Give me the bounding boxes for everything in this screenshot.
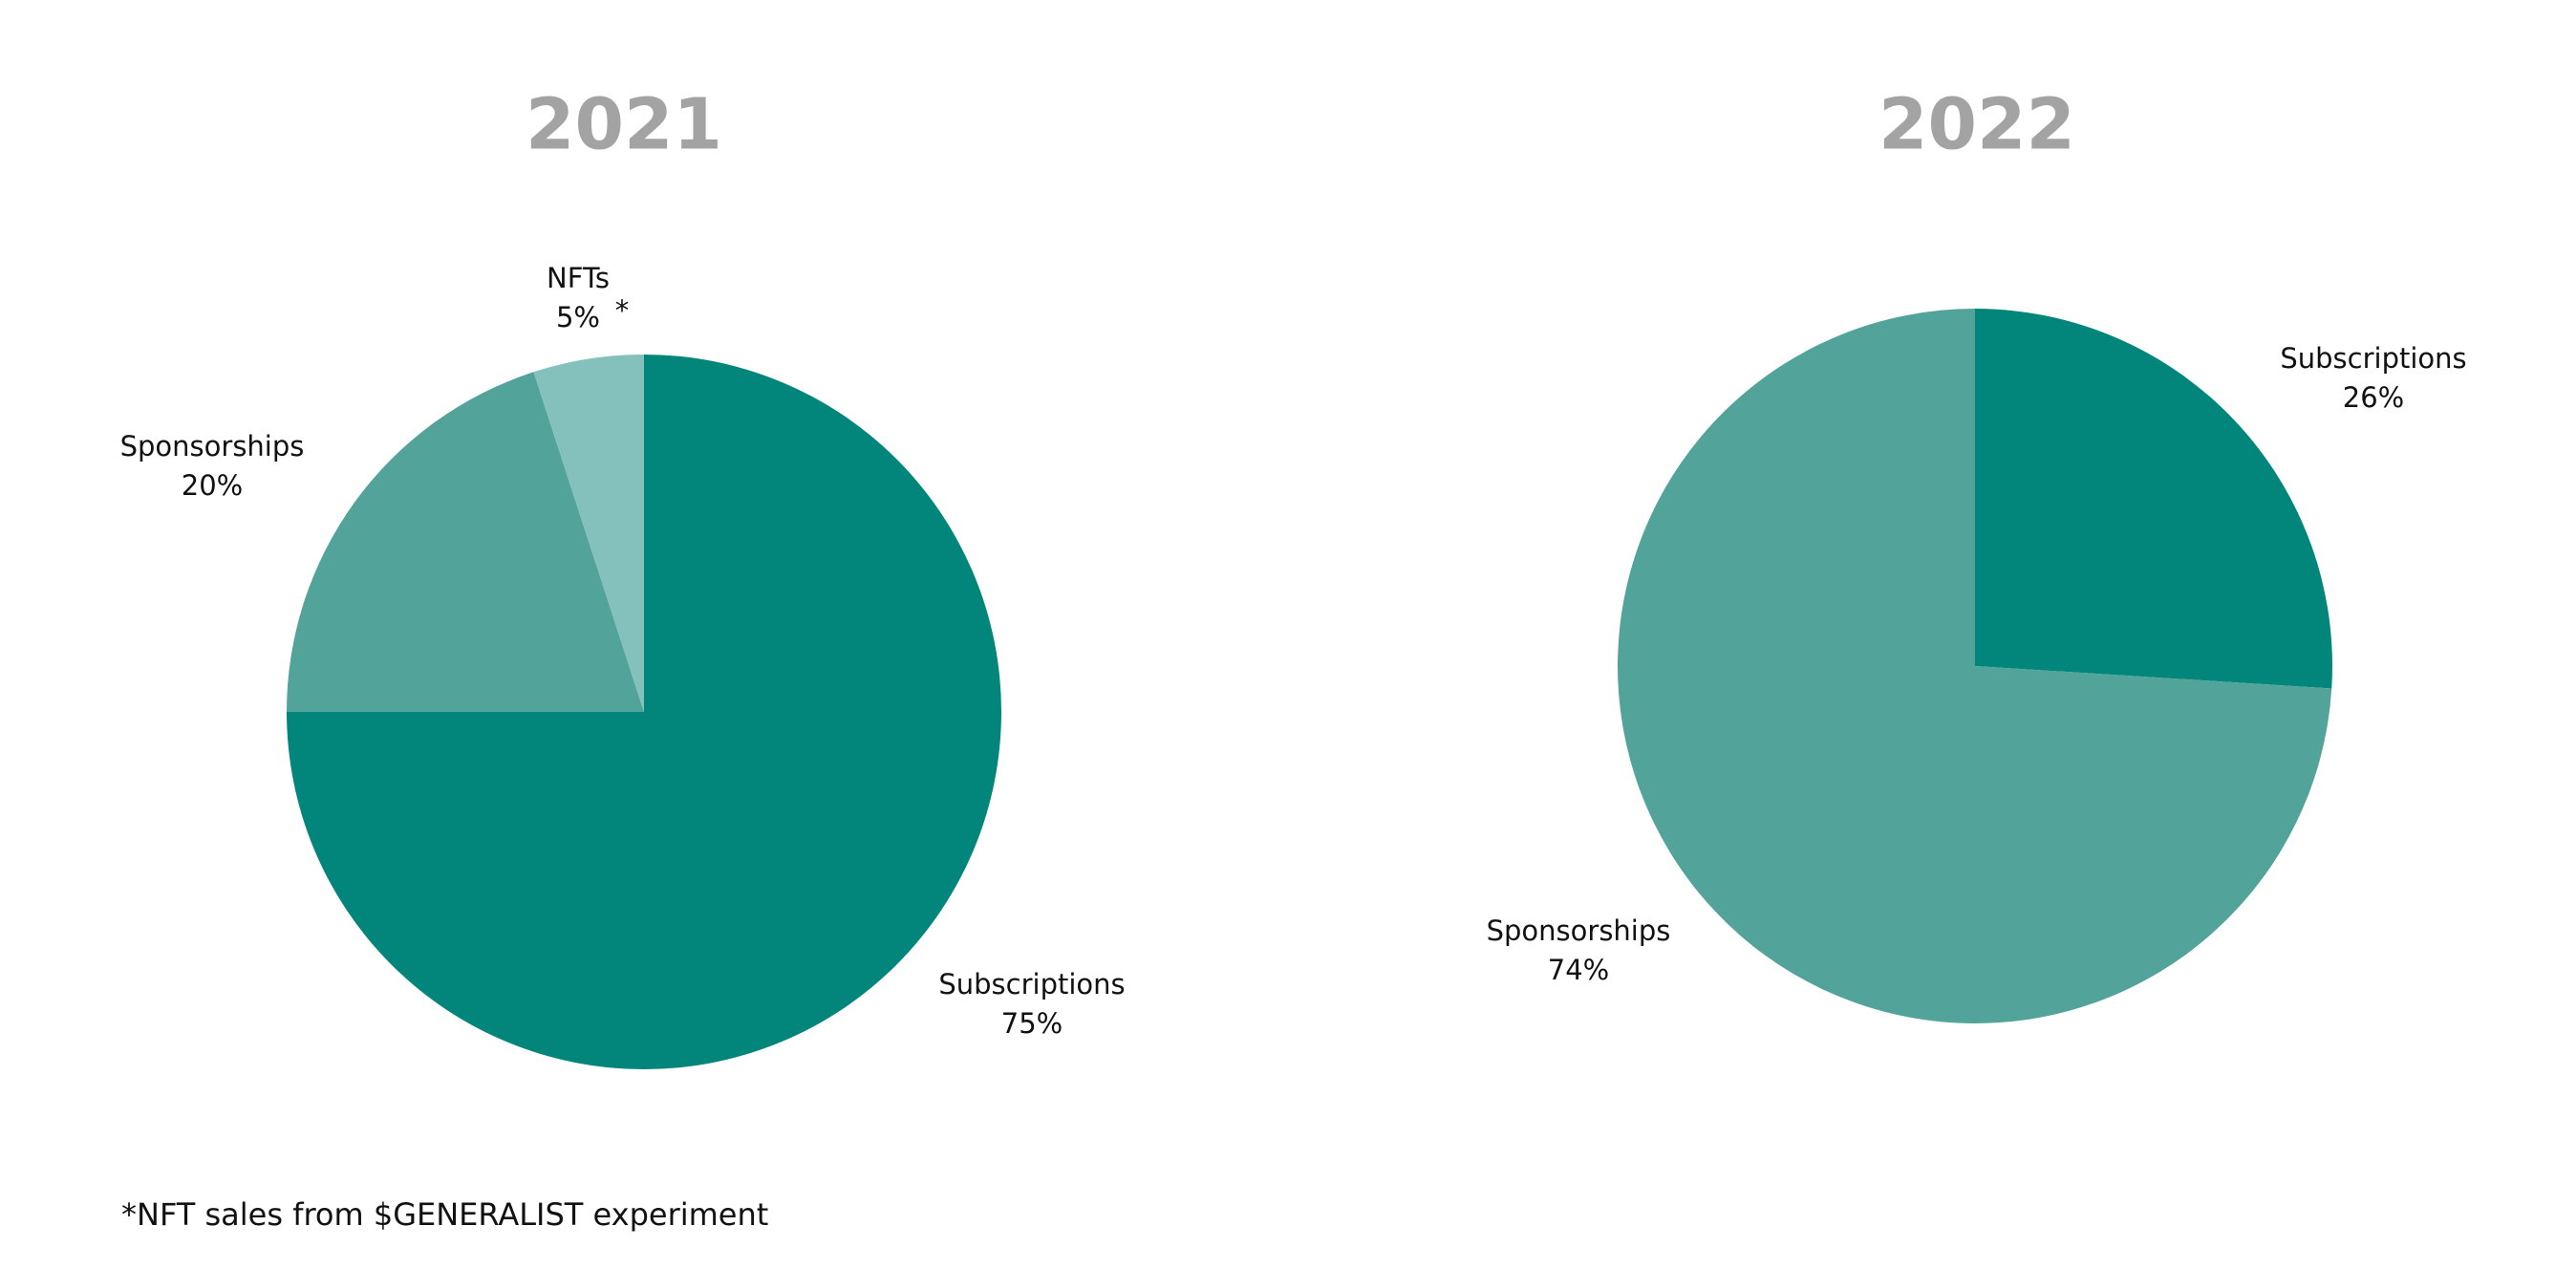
slice-value-label: 26%	[2343, 381, 2404, 414]
pie-slice	[287, 372, 644, 712]
slice-value-label: 74%	[1548, 954, 1609, 986]
slice-value-label: 5%	[556, 301, 600, 333]
pie-slice	[1975, 309, 2332, 689]
chart-title: 2021	[526, 84, 722, 166]
footnote: *NFT sales from $GENERALIST experiment	[121, 1196, 768, 1233]
slice-value-label: 75%	[1001, 1007, 1063, 1040]
slice-label: NFTs	[547, 262, 610, 294]
pie-slice	[1618, 309, 2332, 1024]
slice-label: Subscriptions	[938, 968, 1125, 1000]
slice-label: Sponsorships	[1487, 914, 1671, 947]
slice-value-label: 20%	[182, 469, 243, 502]
slice-label: Subscriptions	[2280, 342, 2466, 375]
chart-title: 2022	[1878, 84, 2075, 166]
pie-slice	[533, 355, 644, 712]
annotation: *	[615, 294, 630, 327]
slice-label: Sponsorships	[120, 430, 305, 462]
